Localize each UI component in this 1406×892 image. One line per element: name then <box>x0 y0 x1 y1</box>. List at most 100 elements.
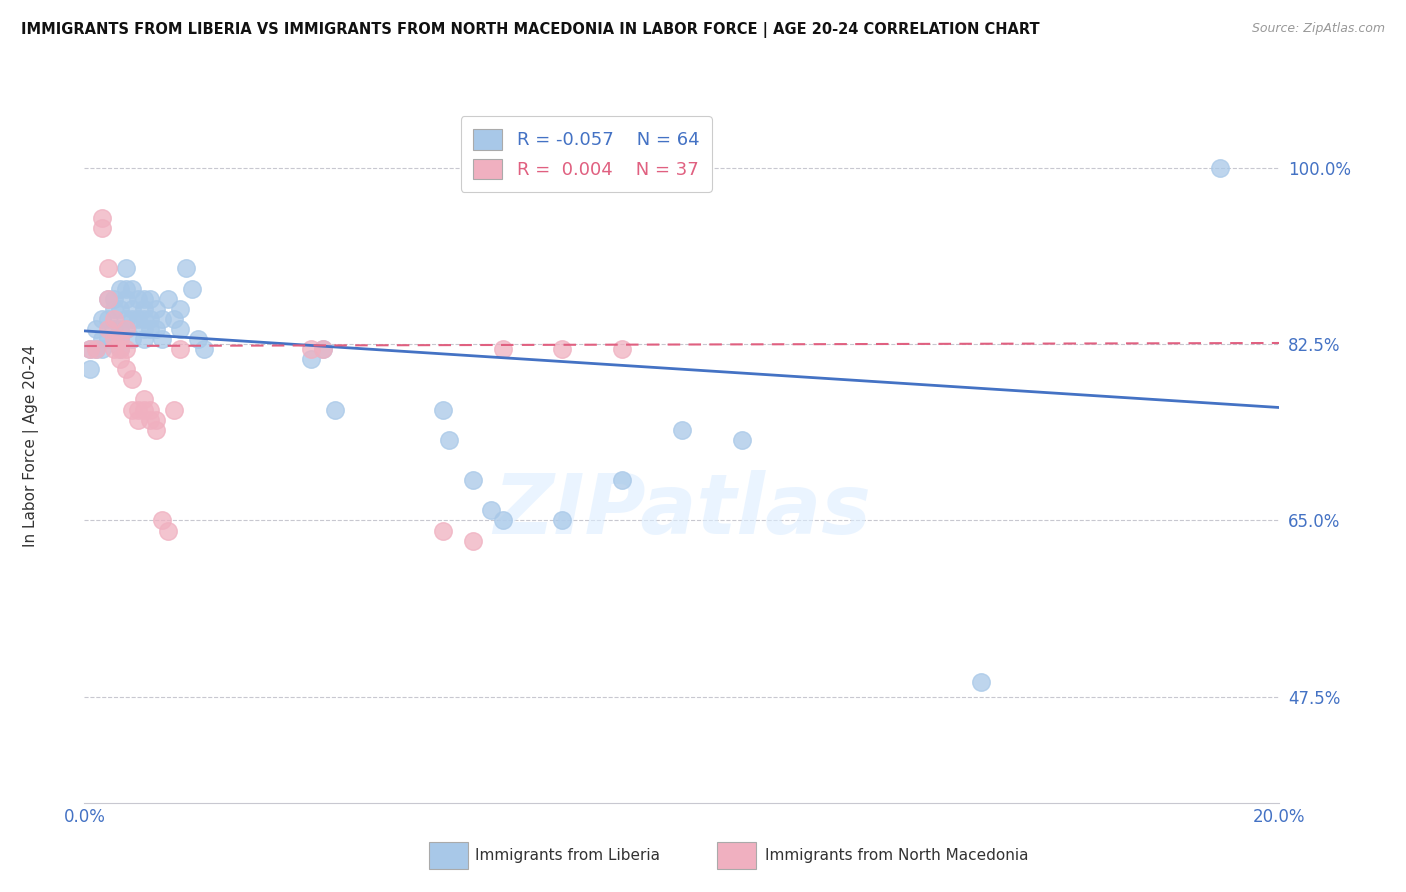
Point <box>91 221 114 235</box>
Point <box>115 322 138 336</box>
Point <box>91 311 114 326</box>
Point <box>970 674 993 689</box>
Point <box>115 261 138 276</box>
Point <box>157 292 180 306</box>
Point <box>103 332 125 346</box>
Point <box>492 513 515 527</box>
Point <box>110 281 132 295</box>
Point <box>132 332 156 346</box>
Point <box>145 423 167 437</box>
Point <box>301 342 323 356</box>
Point <box>139 412 162 426</box>
Point <box>79 342 101 356</box>
Point <box>97 332 120 346</box>
Point <box>103 301 125 316</box>
Point <box>132 402 156 417</box>
Point <box>132 301 156 316</box>
Point <box>301 352 323 367</box>
Point <box>110 332 132 346</box>
Point <box>432 402 454 417</box>
Point <box>127 402 149 417</box>
Text: Immigrants from Liberia: Immigrants from Liberia <box>475 848 661 863</box>
Point <box>97 322 120 336</box>
Point <box>91 211 114 225</box>
Text: In Labor Force | Age 20-24: In Labor Force | Age 20-24 <box>22 345 39 547</box>
Point <box>110 322 132 336</box>
Point <box>461 473 484 487</box>
Point <box>97 311 120 326</box>
Point <box>139 311 162 326</box>
Point <box>169 342 191 356</box>
Point <box>437 433 460 447</box>
Point <box>492 342 515 356</box>
Point <box>139 402 162 417</box>
Point <box>115 342 138 356</box>
Point <box>132 392 156 407</box>
Point <box>145 412 167 426</box>
Point <box>145 301 167 316</box>
Point <box>121 301 143 316</box>
Point <box>86 322 108 336</box>
Point <box>150 332 173 346</box>
Point <box>110 342 132 356</box>
Point <box>115 362 138 376</box>
Point <box>121 372 143 386</box>
Point <box>180 281 202 295</box>
Point <box>79 362 101 376</box>
Point <box>115 322 138 336</box>
Point <box>115 311 138 326</box>
Point <box>127 311 149 326</box>
Point <box>103 311 125 326</box>
Point <box>127 292 149 306</box>
Legend: R = -0.057    N = 64, R =  0.004    N = 37: R = -0.057 N = 64, R = 0.004 N = 37 <box>461 116 711 192</box>
Point <box>110 352 132 367</box>
Point <box>671 423 693 437</box>
Point <box>145 322 167 336</box>
Point <box>79 342 101 356</box>
Point <box>312 342 335 356</box>
Point <box>103 322 125 336</box>
Point <box>479 503 502 517</box>
Point <box>187 332 209 346</box>
Point <box>97 292 120 306</box>
Point <box>163 311 186 326</box>
Point <box>103 292 125 306</box>
Point <box>103 342 125 356</box>
Point <box>731 433 754 447</box>
Point <box>132 322 156 336</box>
Point <box>139 292 162 306</box>
Point <box>169 301 191 316</box>
Point <box>150 513 173 527</box>
Point <box>139 322 162 336</box>
Text: ZIPatlas: ZIPatlas <box>494 470 870 551</box>
Point <box>551 342 574 356</box>
Point <box>169 322 191 336</box>
Point <box>610 342 633 356</box>
Point <box>86 342 108 356</box>
Text: IMMIGRANTS FROM LIBERIA VS IMMIGRANTS FROM NORTH MACEDONIA IN LABOR FORCE | AGE : IMMIGRANTS FROM LIBERIA VS IMMIGRANTS FR… <box>21 22 1039 38</box>
Point <box>121 332 143 346</box>
Point <box>110 342 132 356</box>
Point <box>115 281 138 295</box>
Point <box>91 342 114 356</box>
Point <box>193 342 215 356</box>
Point <box>163 402 186 417</box>
Point <box>115 292 138 306</box>
Point <box>174 261 197 276</box>
Point <box>121 402 143 417</box>
Point <box>1208 161 1232 175</box>
Point <box>121 281 143 295</box>
Point <box>110 301 132 316</box>
Point <box>157 524 180 538</box>
Point <box>551 513 574 527</box>
Point <box>312 342 335 356</box>
Point <box>150 311 173 326</box>
Point <box>610 473 633 487</box>
Point <box>323 402 347 417</box>
Point <box>97 292 120 306</box>
Point <box>103 332 125 346</box>
Point <box>461 533 484 548</box>
Point <box>132 311 156 326</box>
Point <box>86 342 108 356</box>
Point <box>97 261 120 276</box>
